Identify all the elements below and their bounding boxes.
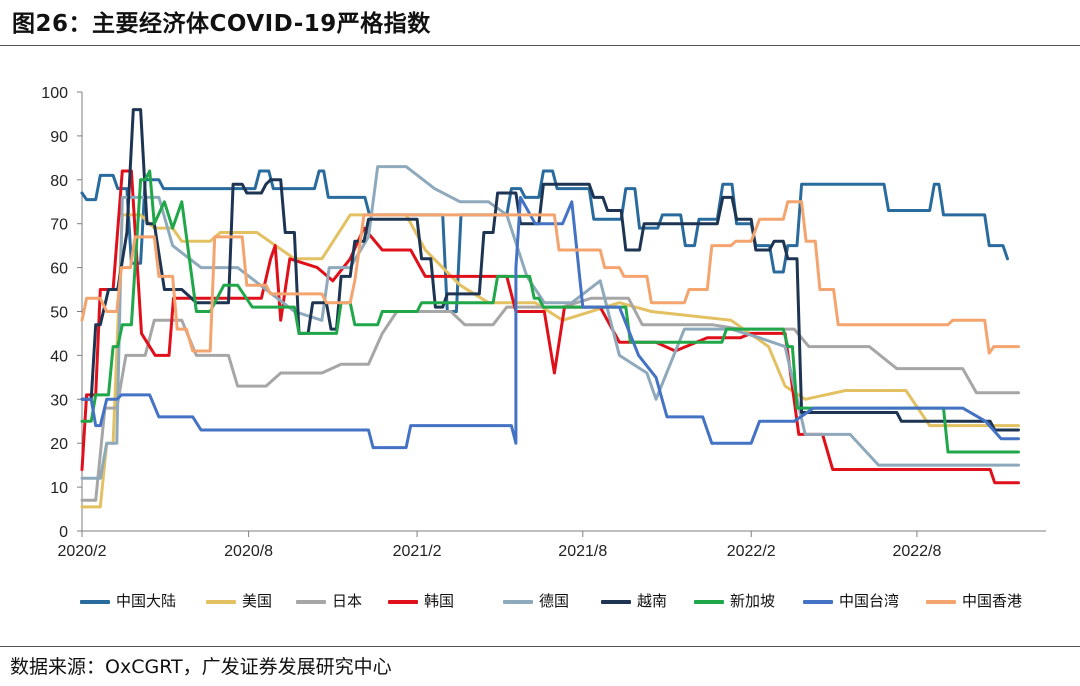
chart-axes: 0 10 20 30 40 50 60 70 80 90 100 2020/2 2020/8 2021/2… — [41, 85, 1046, 560]
y-tick-label: 0 — [59, 524, 68, 541]
page-title: 图26：主要经济体COVID-19严格指数 — [12, 11, 431, 37]
legend-swatch — [926, 599, 956, 604]
legend-item-9: 中国香港 — [926, 589, 1022, 613]
y-tick-label: 60 — [50, 261, 68, 278]
x-tick-label: 2020/8 — [224, 543, 273, 560]
legend-item-8: 中国台湾 — [803, 589, 899, 613]
x-tick-label: 2021/8 — [558, 543, 607, 560]
legend-label: 中国香港 — [962, 592, 1023, 610]
source-note: 数据来源：OxCGRT，广发证券发展研究中心 — [10, 656, 392, 678]
y-tick-label: 20 — [50, 436, 68, 453]
legend-item-1: 中国大陆 — [80, 589, 176, 613]
legend-swatch — [388, 599, 418, 604]
series-line-4 — [80, 169, 1020, 485]
legend-swatch — [803, 599, 833, 604]
x-tick-label: 2021/2 — [393, 543, 442, 560]
y-tick-label: 80 — [50, 173, 68, 190]
series-layer — [80, 108, 1020, 509]
y-tick-label: 40 — [50, 348, 68, 365]
legend-label: 德国 — [539, 592, 570, 610]
series-line-9 — [80, 200, 1020, 355]
footer-divider — [0, 646, 1080, 647]
legend-swatch — [503, 599, 533, 604]
series-line-6 — [80, 108, 1020, 432]
x-tick-label: 2022/2 — [727, 543, 776, 560]
legend-item-5: 德国 — [503, 589, 569, 613]
legend-swatch — [296, 599, 326, 604]
y-tick-label: 30 — [50, 392, 68, 409]
y-tick-label: 50 — [50, 305, 68, 322]
legend-label: 韩国 — [424, 592, 455, 610]
line-chart: 0 10 20 30 40 50 60 70 80 90 100 2020/2 2020/8 2021/2… — [41, 85, 1046, 560]
x-tick-label: 2020/2 — [58, 543, 107, 560]
series-line-1 — [80, 169, 1009, 313]
legend-swatch — [601, 599, 631, 604]
legend-label: 美国 — [242, 592, 273, 610]
legend-label: 越南 — [637, 592, 668, 610]
series-line-5 — [80, 165, 1020, 480]
chart-legend: 中国大陆 美国 日本 韩国 德国 越南 新加坡 中国台湾 中国香港 — [80, 589, 1070, 613]
legend-label: 中国大陆 — [116, 592, 177, 610]
header-divider — [0, 45, 1080, 46]
y-tick-label: 10 — [50, 480, 68, 497]
y-tick-label: 100 — [41, 85, 68, 102]
legend-item-3: 日本 — [296, 589, 362, 613]
x-tick-label: 2022/8 — [892, 543, 941, 560]
legend-label: 新加坡 — [730, 592, 776, 610]
legend-swatch — [694, 599, 724, 604]
legend-swatch — [206, 599, 236, 604]
y-tick-label: 90 — [50, 129, 68, 146]
series-line-8 — [80, 195, 1020, 450]
legend-item-6: 越南 — [601, 589, 667, 613]
legend-label: 中国台湾 — [839, 592, 900, 610]
legend-swatch — [80, 599, 110, 604]
legend-item-2: 美国 — [206, 589, 272, 613]
legend-item-4: 韩国 — [388, 589, 454, 613]
y-tick-label: 70 — [50, 217, 68, 234]
legend-label: 日本 — [332, 592, 363, 610]
legend-item-7: 新加坡 — [694, 589, 775, 613]
